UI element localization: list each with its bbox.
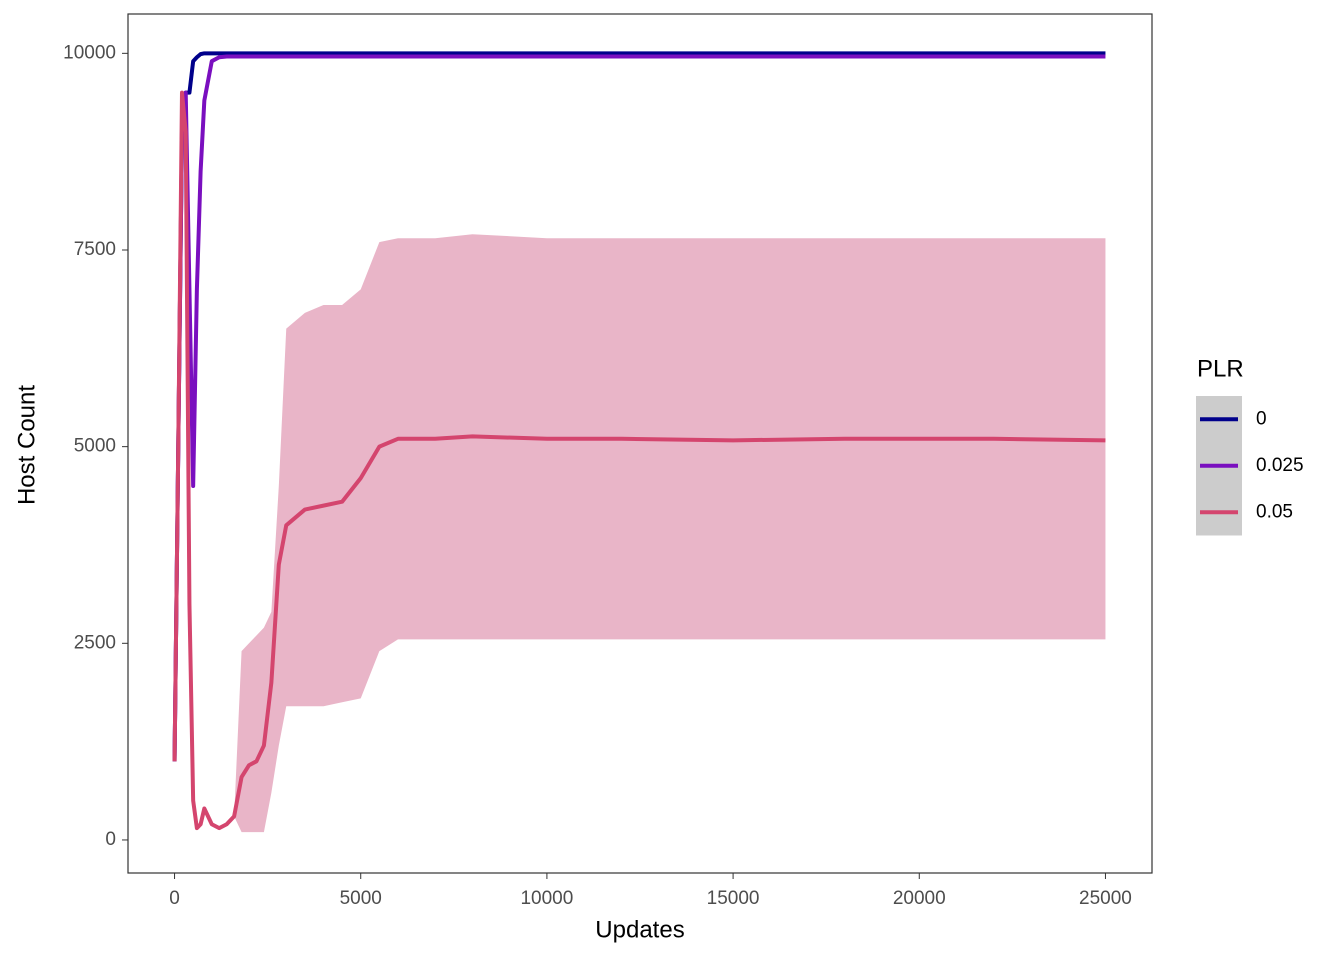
x-tick-label: 0 xyxy=(169,888,180,909)
x-axis-title: Updates xyxy=(595,916,684,943)
legend-label: 0 xyxy=(1256,408,1267,429)
y-axis-title: Host Count xyxy=(13,385,40,505)
panel-border xyxy=(127,13,1153,874)
line xyxy=(172,51,1106,762)
y-tick-label: 10000 xyxy=(63,42,116,63)
x-tick-label: 15000 xyxy=(707,888,760,909)
legend-label: 0.05 xyxy=(1256,501,1293,522)
legend-title: PLR xyxy=(1197,355,1244,382)
x-tick-label: 10000 xyxy=(520,888,573,909)
line xyxy=(172,54,1106,762)
x-tick-label: 5000 xyxy=(340,888,382,909)
y-tick-label: 0 xyxy=(105,829,116,850)
ribbon xyxy=(174,92,1106,833)
line xyxy=(172,90,1106,831)
x-tick-label: 25000 xyxy=(1079,888,1132,909)
legend-label: 0.025 xyxy=(1256,455,1304,476)
y-tick-label: 7500 xyxy=(74,239,116,260)
x-tick-label: 20000 xyxy=(893,888,946,909)
y-tick-label: 2500 xyxy=(74,632,116,653)
y-tick-label: 5000 xyxy=(74,436,116,457)
